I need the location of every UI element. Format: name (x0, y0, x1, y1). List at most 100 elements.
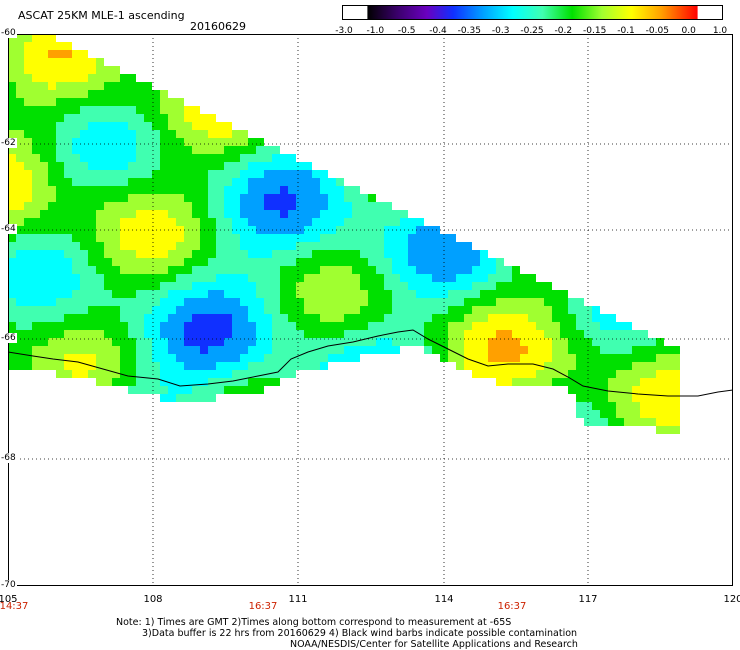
wind-pixel (192, 298, 200, 306)
wind-pixel (464, 242, 472, 250)
wind-pixel (32, 106, 40, 114)
wind-pixel (96, 266, 104, 274)
wind-pixel (96, 178, 104, 186)
wind-pixel (136, 274, 144, 282)
wind-pixel (104, 234, 112, 242)
wind-pixel (200, 266, 208, 274)
wind-pixel (144, 202, 152, 210)
wind-pixel (176, 146, 184, 154)
wind-pixel (536, 314, 544, 322)
wind-pixel (280, 258, 288, 266)
wind-pixel (224, 130, 232, 138)
wind-pixel (512, 290, 520, 298)
wind-pixel (144, 90, 152, 98)
wind-pixel (256, 362, 264, 370)
wind-pixel (456, 314, 464, 322)
wind-pixel (504, 266, 512, 274)
wind-pixel (120, 218, 128, 226)
colorbar-label: -0.3 (491, 26, 510, 36)
wind-pixel (464, 298, 472, 306)
wind-pixel (152, 162, 160, 170)
wind-pixel (184, 314, 192, 322)
wind-pixel (8, 202, 16, 210)
wind-pixel (56, 242, 64, 250)
wind-pixel (544, 306, 552, 314)
wind-pixel (16, 130, 24, 138)
wind-pixel (568, 370, 576, 378)
wind-pixel (360, 218, 368, 226)
wind-pixel (272, 218, 280, 226)
wind-pixel (248, 298, 256, 306)
wind-pixel (352, 202, 360, 210)
wind-pixel (216, 306, 224, 314)
wind-pixel (80, 170, 88, 178)
wind-pixel (624, 410, 632, 418)
wind-pixel (152, 194, 160, 202)
wind-pixel (520, 282, 528, 290)
wind-pixel (544, 322, 552, 330)
wind-pixel (152, 378, 160, 386)
wind-pixel (272, 282, 280, 290)
wind-pixel (320, 170, 328, 178)
wind-pixel (536, 306, 544, 314)
wind-pixel (272, 314, 280, 322)
wind-pixel (464, 306, 472, 314)
wind-pixel (344, 258, 352, 266)
wind-pixel (48, 58, 56, 66)
wind-pixel (592, 378, 600, 386)
wind-pixel (448, 314, 456, 322)
wind-pixel (56, 98, 64, 106)
wind-pixel (144, 130, 152, 138)
wind-pixel (160, 90, 168, 98)
wind-pixel (488, 306, 496, 314)
wind-pixel (88, 90, 96, 98)
wind-pixel (296, 266, 304, 274)
wind-pixel (624, 418, 632, 426)
wind-pixel (288, 186, 296, 194)
wind-pixel (240, 274, 248, 282)
wind-pixel (48, 330, 56, 338)
wind-pixel (304, 354, 312, 362)
wind-pixel (600, 322, 608, 330)
wind-pixel (192, 394, 200, 402)
wind-pixel (88, 338, 96, 346)
wind-pixel (656, 346, 664, 354)
wind-pixel (240, 130, 248, 138)
wind-pixel (264, 306, 272, 314)
wind-pixel (128, 114, 136, 122)
wind-pixel (328, 274, 336, 282)
wind-pixel (448, 330, 456, 338)
wind-pixel (536, 330, 544, 338)
wind-pixel (24, 314, 32, 322)
wind-pixel (168, 242, 176, 250)
wind-pixel (600, 314, 608, 322)
wind-pixel (448, 258, 456, 266)
wind-pixel (152, 274, 160, 282)
wind-pixel (96, 90, 104, 98)
wind-pixel (400, 234, 408, 242)
wind-pixel (432, 306, 440, 314)
wind-pixel (232, 330, 240, 338)
wind-pixel (504, 362, 512, 370)
wind-pixel (152, 210, 160, 218)
wind-pixel (632, 370, 640, 378)
wind-pixel (16, 162, 24, 170)
wind-pixel (32, 218, 40, 226)
wind-pixel (56, 122, 64, 130)
wind-pixel (256, 250, 264, 258)
wind-pixel (352, 234, 360, 242)
wind-pixel (16, 338, 24, 346)
wind-pixel (360, 306, 368, 314)
wind-pixel (248, 322, 256, 330)
wind-pixel (32, 194, 40, 202)
wind-pixel (8, 34, 16, 42)
wind-pixel (552, 290, 560, 298)
wind-pixel (96, 250, 104, 258)
wind-pixel (32, 74, 40, 82)
wind-pixel (480, 258, 488, 266)
wind-pixel (536, 322, 544, 330)
wind-pixel (512, 330, 520, 338)
wind-pixel (216, 202, 224, 210)
wind-pixel (96, 82, 104, 90)
wind-pixel (56, 306, 64, 314)
